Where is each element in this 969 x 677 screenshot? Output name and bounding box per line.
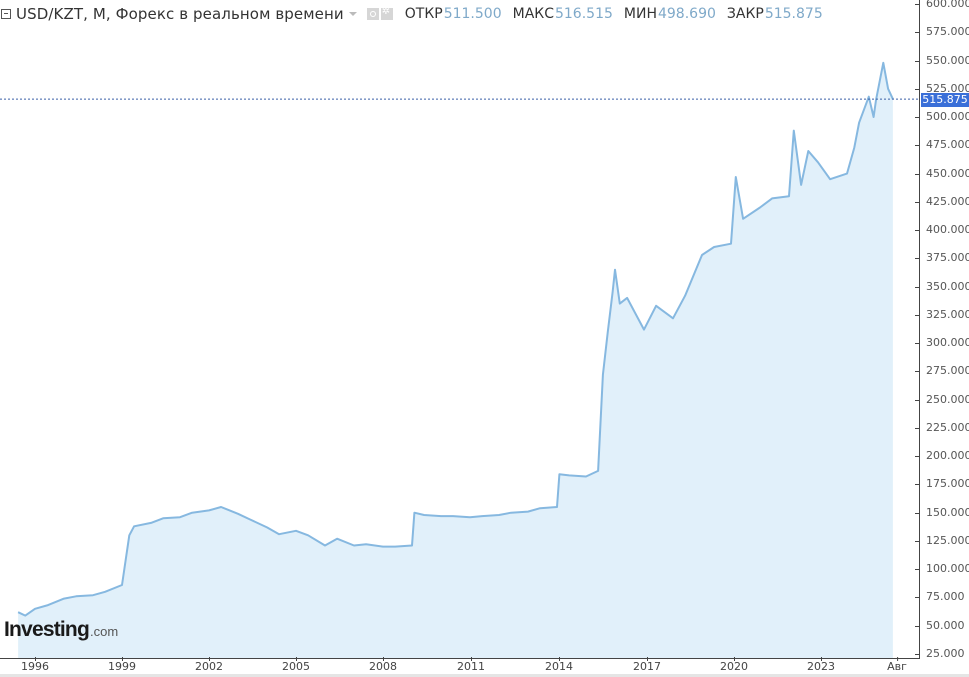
y-tick-label: 150.000 (915, 506, 969, 519)
x-tick-label: 1999 (108, 657, 136, 673)
open-label: ОТКР (404, 6, 443, 22)
ohlc-values: ОТКР 511.500 МАКС 516.515 МИН 498.690 ЗА… (405, 6, 834, 22)
chart-plot-area[interactable] (0, 0, 920, 658)
low-label: МИН (623, 6, 657, 22)
close-label: ЗАКР (726, 6, 764, 22)
x-tick-label: 2014 (545, 657, 573, 673)
y-tick-label: 600.000 (915, 0, 969, 10)
x-tick-label: Авг (887, 657, 907, 673)
y-tick-label: 75.000 (915, 591, 965, 603)
close-value: 515.875 (764, 6, 823, 22)
high-label: МАКС (512, 6, 554, 22)
high-value: 516.515 (554, 6, 613, 22)
price-area-fill (18, 62, 893, 658)
chart-header: USD/KZT, M, Форекс в реальном времени ОТ… (0, 0, 915, 28)
y-tick-label: 325.000 (915, 308, 969, 321)
y-axis[interactable] (919, 0, 920, 658)
y-tick-label: 500.000 (915, 111, 969, 123)
chevron-down-icon[interactable] (348, 12, 357, 16)
y-tick-label: 100.000 (915, 563, 969, 575)
x-tick-label: 2002 (195, 657, 223, 673)
collapse-icon[interactable] (1, 9, 11, 19)
x-tick-label: 2005 (282, 657, 310, 673)
y-tick-label: 50.000 (915, 619, 965, 632)
y-tick-label: 375.000 (915, 252, 969, 264)
y-tick-label: 575.000 (915, 26, 969, 38)
x-tick-label: 2023 (807, 657, 835, 673)
x-axis[interactable] (0, 658, 920, 659)
x-tick-label: 2017 (633, 657, 661, 673)
x-tick-label: 2008 (369, 657, 397, 673)
gear-icon[interactable] (380, 6, 393, 20)
y-tick-label: 175.000 (915, 478, 969, 490)
open-value: 511.500 (443, 6, 502, 22)
bottom-scroll-bar[interactable] (0, 674, 969, 677)
x-tick-label: 2011 (457, 657, 485, 673)
y-tick-label: 250.000 (915, 393, 969, 406)
x-tick-label: 1996 (21, 657, 49, 673)
investing-logo: Investing .com (4, 618, 119, 641)
y-tick-label: 450.000 (915, 167, 969, 180)
y-tick-label: 350.000 (915, 280, 969, 293)
y-tick-label: 425.000 (915, 195, 969, 208)
price-line (17, 61, 894, 617)
y-tick-label: 475.000 (915, 139, 969, 151)
y-tick-label: 525.000 (915, 82, 969, 95)
current-price-tag: 515.875 (921, 93, 969, 107)
y-tick-label: 200.000 (915, 450, 969, 462)
x-tick-label: 2020 (720, 657, 748, 673)
y-tick-label: 300.000 (915, 337, 969, 349)
eye-icon[interactable] (366, 8, 379, 20)
chart-title[interactable]: USD/KZT, M, Форекс в реальном времени (16, 5, 344, 23)
y-tick-label: 225.000 (915, 421, 969, 434)
low-value: 498.690 (657, 6, 716, 22)
y-tick-label: 275.000 (915, 365, 969, 377)
y-tick-label: 125.000 (915, 534, 969, 547)
y-tick-label: 400.000 (915, 224, 969, 236)
y-tick-label: 550.000 (915, 54, 969, 67)
y-tick-label: 25.000 (915, 648, 965, 660)
